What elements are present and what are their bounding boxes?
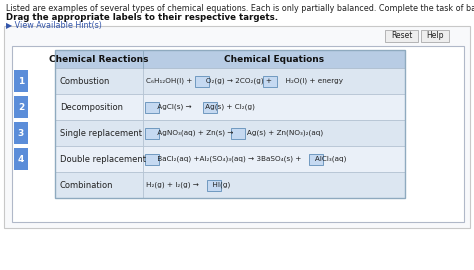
FancyBboxPatch shape <box>145 127 159 139</box>
Text: Double replacement: Double replacement <box>60 154 146 164</box>
FancyBboxPatch shape <box>143 120 405 146</box>
Text: Decomposition: Decomposition <box>60 103 123 112</box>
Text: 4: 4 <box>18 154 24 164</box>
Text: Single replacement: Single replacement <box>60 129 142 137</box>
Text: AgCl(s) →      Ag(s) + Cl₂(g): AgCl(s) → Ag(s) + Cl₂(g) <box>146 104 255 110</box>
FancyBboxPatch shape <box>12 46 464 222</box>
Text: Chemical Reactions: Chemical Reactions <box>49 55 149 63</box>
Text: H₂(g) + I₂(g) →      HI(g): H₂(g) + I₂(g) → HI(g) <box>146 182 230 188</box>
FancyBboxPatch shape <box>195 76 209 86</box>
FancyBboxPatch shape <box>385 30 418 42</box>
FancyBboxPatch shape <box>14 70 28 92</box>
Text: AgNO₃(aq) + Zn(s) →      Ag(s) + Zn(NO₃)₂(aq): AgNO₃(aq) + Zn(s) → Ag(s) + Zn(NO₃)₂(aq) <box>146 130 323 136</box>
Text: 1: 1 <box>18 76 24 86</box>
FancyBboxPatch shape <box>55 50 405 68</box>
Text: Reset: Reset <box>391 32 412 40</box>
Text: Help: Help <box>426 32 444 40</box>
FancyBboxPatch shape <box>421 30 449 42</box>
FancyBboxPatch shape <box>4 26 470 228</box>
FancyBboxPatch shape <box>55 146 143 172</box>
Text: C₆H₁₂OH(l) +      O₂(g) → 2CO₂(g) +      H₂O(l) + energy: C₆H₁₂OH(l) + O₂(g) → 2CO₂(g) + H₂O(l) + … <box>146 78 343 84</box>
FancyBboxPatch shape <box>263 76 277 86</box>
FancyBboxPatch shape <box>55 120 143 146</box>
FancyBboxPatch shape <box>143 172 405 198</box>
Text: Listed are examples of several types of chemical equations. Each is only partial: Listed are examples of several types of … <box>6 4 474 13</box>
Text: Drag the appropriate labels to their respective targets.: Drag the appropriate labels to their res… <box>6 13 278 22</box>
Text: 3: 3 <box>18 129 24 137</box>
FancyBboxPatch shape <box>203 102 217 113</box>
FancyBboxPatch shape <box>309 154 323 164</box>
Text: Combustion: Combustion <box>60 76 110 86</box>
FancyBboxPatch shape <box>14 96 28 118</box>
FancyBboxPatch shape <box>145 154 159 164</box>
FancyBboxPatch shape <box>231 127 245 139</box>
Text: 2: 2 <box>18 103 24 112</box>
FancyBboxPatch shape <box>55 172 143 198</box>
FancyBboxPatch shape <box>55 68 143 94</box>
FancyBboxPatch shape <box>143 94 405 120</box>
Text: Chemical Equations: Chemical Equations <box>224 55 324 63</box>
FancyBboxPatch shape <box>14 122 28 144</box>
FancyBboxPatch shape <box>55 94 143 120</box>
FancyBboxPatch shape <box>145 102 159 113</box>
Text: BaCl₂(aq) +Al₂(SO₄)₃(aq) → 3BaSO₄(s) +      AlCl₃(aq): BaCl₂(aq) +Al₂(SO₄)₃(aq) → 3BaSO₄(s) + A… <box>146 156 346 162</box>
FancyBboxPatch shape <box>207 180 221 191</box>
FancyBboxPatch shape <box>143 68 405 94</box>
Text: ▶ View Available Hint(s): ▶ View Available Hint(s) <box>6 21 102 30</box>
Text: Combination: Combination <box>60 181 113 190</box>
FancyBboxPatch shape <box>14 148 28 170</box>
FancyBboxPatch shape <box>143 146 405 172</box>
